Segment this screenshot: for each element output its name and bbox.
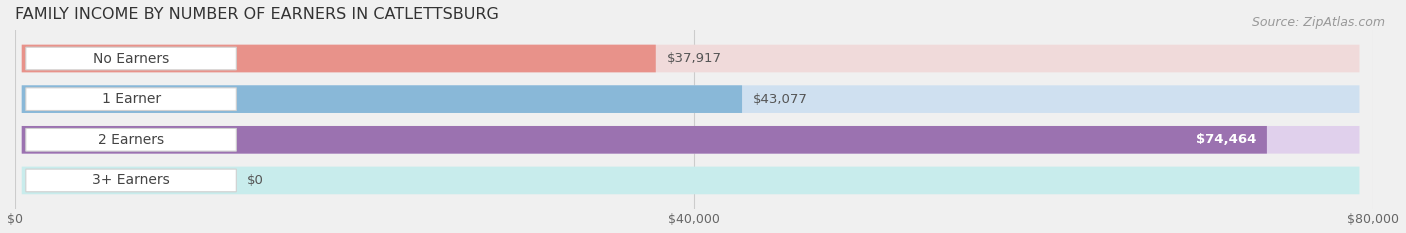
FancyBboxPatch shape [25,128,236,151]
FancyBboxPatch shape [21,45,655,72]
FancyBboxPatch shape [21,126,1360,154]
Text: FAMILY INCOME BY NUMBER OF EARNERS IN CATLETTSBURG: FAMILY INCOME BY NUMBER OF EARNERS IN CA… [15,7,499,22]
Text: $74,464: $74,464 [1195,133,1256,146]
Text: 3+ Earners: 3+ Earners [93,173,170,187]
FancyBboxPatch shape [21,167,1360,194]
Text: $0: $0 [247,174,264,187]
FancyBboxPatch shape [21,126,1267,154]
Text: No Earners: No Earners [93,51,169,65]
FancyBboxPatch shape [21,45,1360,72]
FancyBboxPatch shape [25,47,236,70]
Text: 1 Earner: 1 Earner [101,92,160,106]
Text: Source: ZipAtlas.com: Source: ZipAtlas.com [1251,16,1385,29]
Text: $43,077: $43,077 [754,93,808,106]
FancyBboxPatch shape [25,169,236,192]
FancyBboxPatch shape [25,88,236,110]
Text: 2 Earners: 2 Earners [98,133,165,147]
Text: $37,917: $37,917 [666,52,721,65]
FancyBboxPatch shape [21,85,1360,113]
FancyBboxPatch shape [21,85,742,113]
